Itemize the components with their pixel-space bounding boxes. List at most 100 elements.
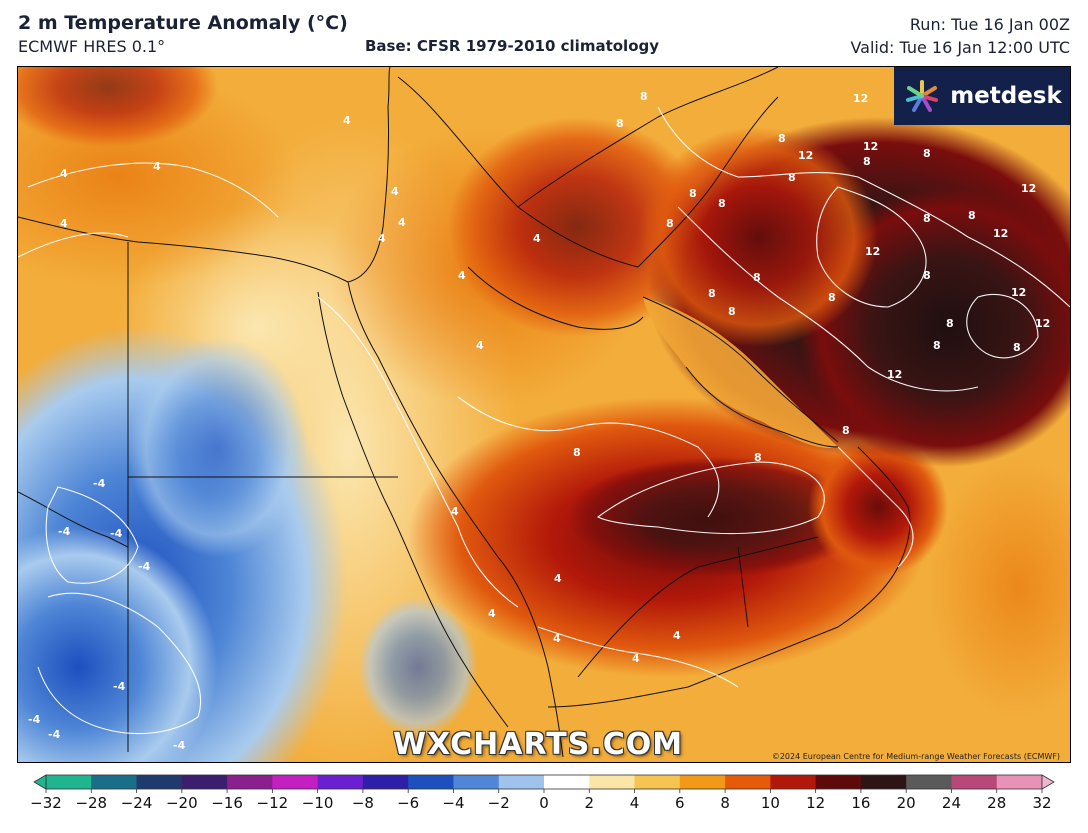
contour-label: -4 bbox=[28, 713, 41, 726]
contour-label: 4 bbox=[476, 339, 484, 352]
contour-label: 8 bbox=[923, 147, 931, 160]
contour-label: 8 bbox=[1013, 341, 1021, 354]
contour-label: 4 bbox=[60, 167, 68, 180]
colorbar-tick-label: −24 bbox=[121, 794, 153, 812]
contour-label: 8 bbox=[573, 446, 581, 459]
contour-label: 4 bbox=[533, 232, 541, 245]
contour-label: 8 bbox=[968, 209, 976, 222]
colorbar-segment bbox=[815, 775, 862, 789]
colorbar-tick-label: −4 bbox=[442, 794, 464, 812]
contour-label: 4 bbox=[391, 185, 399, 198]
contour-label: 12 bbox=[1021, 182, 1036, 195]
contour-label: 12 bbox=[1011, 286, 1026, 299]
colorbar-segment bbox=[227, 775, 273, 789]
contour-label: 4 bbox=[378, 232, 386, 245]
contour-label: -4 bbox=[48, 728, 61, 741]
colorbar-tick-label: 8 bbox=[720, 794, 730, 812]
metdesk-logo-text: metdesk bbox=[950, 83, 1062, 109]
colorbar-min-arrow bbox=[33, 774, 47, 790]
colorbar-tick-label: 24 bbox=[942, 794, 961, 812]
contour-label: 8 bbox=[754, 451, 762, 464]
wxcharts-watermark: WXCHARTS.COM bbox=[393, 727, 684, 762]
contour-label: 8 bbox=[788, 171, 796, 184]
colorbar-tick-label: 12 bbox=[806, 794, 825, 812]
anomaly-map: 12 12 12 12 12 12 12 12 12 8 8 8 8 8 8 8… bbox=[17, 66, 1071, 763]
run-time: Run: Tue 16 Jan 00Z bbox=[909, 15, 1070, 34]
contour-label: 12 bbox=[798, 149, 813, 162]
colorbar-segment bbox=[408, 775, 454, 789]
colorbar-segment bbox=[679, 775, 726, 789]
metdesk-logo-icon bbox=[906, 80, 939, 112]
contour-label: 4 bbox=[451, 505, 459, 518]
contour-label: 8 bbox=[666, 217, 674, 230]
colorbar-tick-label: −28 bbox=[75, 794, 107, 812]
colorbar-tick-label: 28 bbox=[987, 794, 1006, 812]
contour-label: 8 bbox=[828, 291, 836, 304]
contour-label: 12 bbox=[863, 140, 878, 153]
colorbar-segment bbox=[860, 775, 907, 789]
contour-label: 12 bbox=[853, 92, 868, 105]
colorbar-tick-label: −12 bbox=[257, 794, 289, 812]
colorbar: −32 −28 −24 −20 −16 −12 −10 −8 −6 −4 −2 0 2 4 6 8 10 12 16… bbox=[30, 774, 1055, 812]
colorbar-tick-label: −16 bbox=[211, 794, 243, 812]
contour-label: 8 bbox=[640, 90, 648, 103]
colorbar-segment bbox=[362, 775, 409, 789]
contour-label: 8 bbox=[778, 132, 786, 145]
contour-label: 8 bbox=[616, 117, 624, 130]
contour-label: 4 bbox=[632, 652, 640, 665]
colorbar-ticks: −32 −28 −24 −20 −16 −12 −10 −8 −6 −4 −2 0 2 4 6 8 10 12 16… bbox=[30, 789, 1052, 812]
contour-label: -4 bbox=[138, 560, 151, 573]
contour-label: 4 bbox=[458, 269, 466, 282]
contour-label: 12 bbox=[993, 227, 1008, 240]
colorbar-segment bbox=[498, 775, 545, 789]
colorbar-tick-label: −6 bbox=[397, 794, 419, 812]
contour-label: 12 bbox=[887, 368, 902, 381]
contour-label: -4 bbox=[113, 680, 126, 693]
colorbar-tick-label: 2 bbox=[584, 794, 594, 812]
copyright-notice: ©2024 European Centre for Medium-range W… bbox=[771, 752, 1060, 761]
colorbar-tick-label: 4 bbox=[630, 794, 640, 812]
colorbar-tick-label: 0 bbox=[539, 794, 549, 812]
contour-label: 4 bbox=[488, 607, 496, 620]
colorbar-segment bbox=[951, 775, 998, 789]
contour-label: 4 bbox=[153, 160, 161, 173]
contour-label: 4 bbox=[673, 629, 681, 642]
contour-label: 8 bbox=[753, 271, 761, 284]
contour-label: 4 bbox=[554, 572, 562, 585]
contour-label: 12 bbox=[1035, 317, 1050, 330]
valid-time: Valid: Tue 16 Jan 12:00 UTC bbox=[850, 38, 1070, 57]
colorbar-tick-label: 16 bbox=[851, 794, 870, 812]
contour-label: 8 bbox=[923, 212, 931, 225]
colorbar-segment bbox=[46, 775, 92, 789]
contour-label: 8 bbox=[946, 317, 954, 330]
colorbar-segment bbox=[544, 775, 590, 789]
contour-label: -4 bbox=[110, 527, 123, 540]
colorbar-segment bbox=[725, 775, 771, 789]
colorbar-segment bbox=[181, 775, 228, 789]
chart-title: 2 m Temperature Anomaly (°C) bbox=[18, 12, 348, 34]
colorbar-segment bbox=[634, 775, 681, 789]
colorbar-tick-label: −32 bbox=[30, 794, 62, 812]
colorbar-tick-label: −20 bbox=[166, 794, 198, 812]
colorbar-segment bbox=[136, 775, 183, 789]
metdesk-logo: metdesk bbox=[894, 67, 1070, 125]
colorbar-segment bbox=[91, 775, 138, 789]
colorbar-segment bbox=[996, 775, 1043, 789]
contour-label: 4 bbox=[343, 114, 351, 127]
colorbar-segments bbox=[45, 774, 1043, 790]
colorbar-segment bbox=[453, 775, 500, 789]
contour-label: 8 bbox=[728, 305, 736, 318]
contour-label: 8 bbox=[689, 187, 697, 200]
colorbar-tick-label: 10 bbox=[761, 794, 780, 812]
colorbar-segment bbox=[589, 775, 636, 789]
contour-label: 8 bbox=[863, 155, 871, 168]
colorbar-segment bbox=[906, 775, 952, 789]
colorbar-tick-label: 6 bbox=[675, 794, 685, 812]
contour-label: 4 bbox=[60, 217, 68, 230]
model-name: ECMWF HRES 0.1° bbox=[18, 37, 166, 56]
contour-label: 8 bbox=[708, 287, 716, 300]
contour-label: 4 bbox=[553, 632, 561, 645]
colorbar-tick-label: −8 bbox=[352, 794, 374, 812]
contour-label: 12 bbox=[865, 245, 880, 258]
contour-label: 8 bbox=[842, 424, 850, 437]
